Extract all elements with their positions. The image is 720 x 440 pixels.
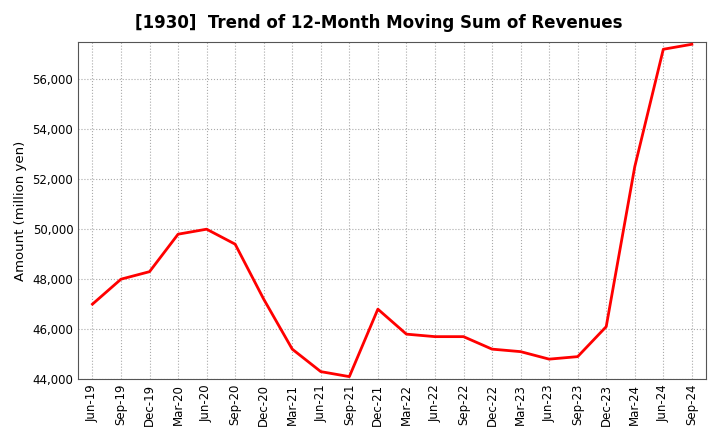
Y-axis label: Amount (million yen): Amount (million yen) [14,140,27,281]
Text: [1930]  Trend of 12-Month Moving Sum of Revenues: [1930] Trend of 12-Month Moving Sum of R… [135,14,622,32]
